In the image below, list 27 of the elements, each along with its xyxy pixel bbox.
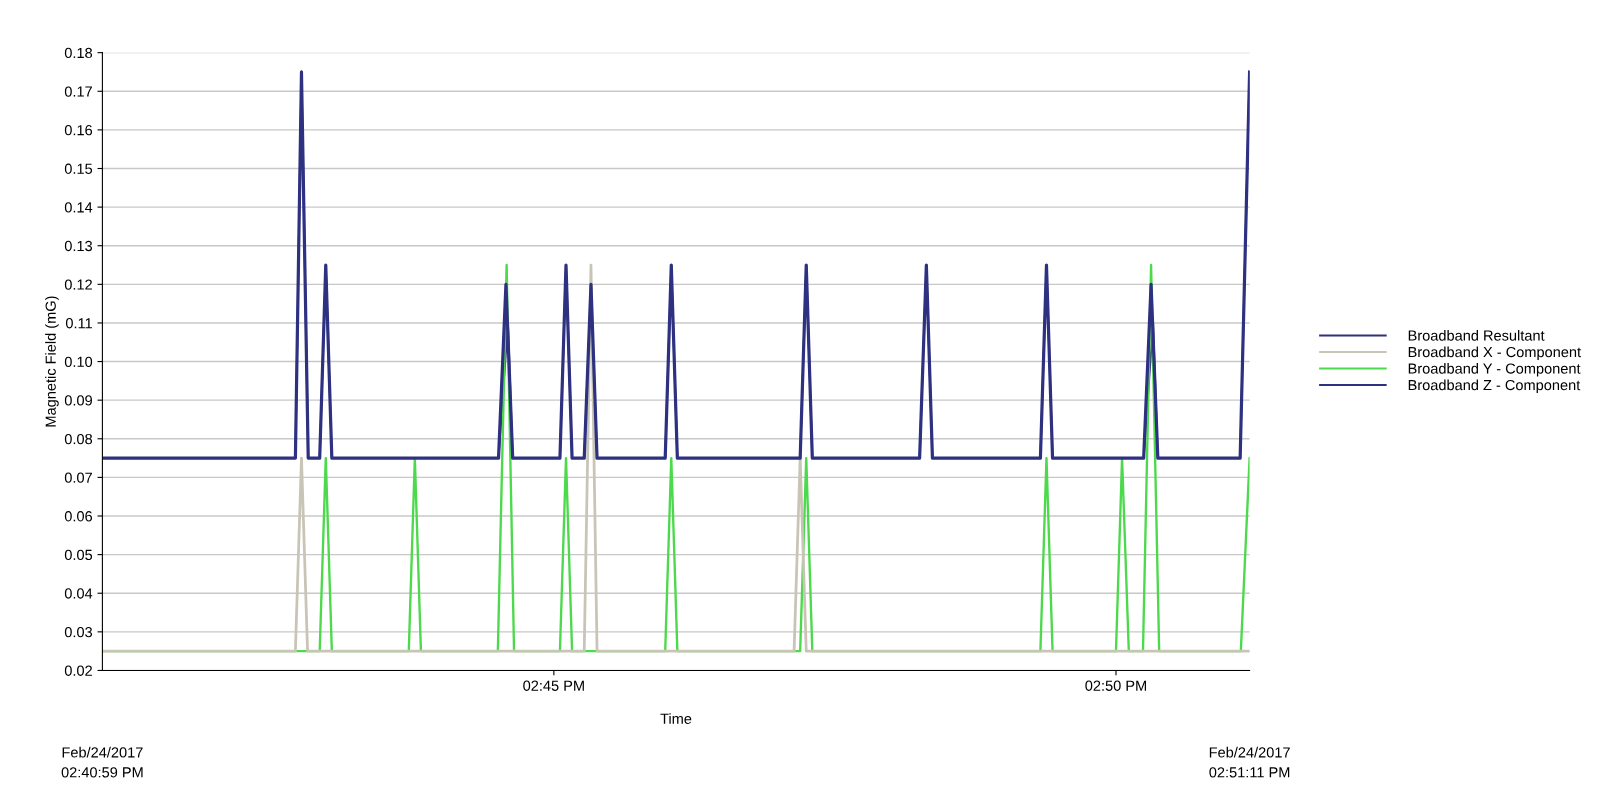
y-tick-label: 0.16 <box>64 124 93 136</box>
y-tick-label: 0.13 <box>64 240 93 252</box>
x-axis-title: Time <box>660 713 692 724</box>
y-tick-label: 0.17 <box>64 86 92 97</box>
y-tick-label: 0.07 <box>64 472 92 483</box>
legend-label: Broadband X - Component <box>1408 346 1581 361</box>
y-tick-label: 0.15 <box>64 163 93 174</box>
y-tick-label: 0.05 <box>64 549 93 561</box>
y-tick-label: 0.08 <box>64 433 93 445</box>
y-tick-label: 0.02 <box>64 665 92 676</box>
legend-label: Broadband Y - Component <box>1408 363 1581 377</box>
x-tick-label: 02:45 PM <box>523 680 584 691</box>
y-tick-label: 0.11 <box>65 318 92 329</box>
y-tick-label: 0.03 <box>64 626 93 638</box>
y-tick-label: 0.10 <box>64 356 93 367</box>
y-tick-label: 0.18 <box>64 47 93 59</box>
y-axis-title: Magnetic Field (mG) <box>45 296 59 427</box>
legend-label: Broadband Resultant <box>1408 330 1545 341</box>
y-tick-label: 0.14 <box>64 202 93 213</box>
y-tick-label: 0.04 <box>64 588 93 599</box>
y-tick-label: 0.09 <box>64 395 92 406</box>
legend-label: Broadband Z - Component <box>1408 379 1581 394</box>
y-tick-label: 0.12 <box>64 279 92 290</box>
y-tick-label: 0.06 <box>64 511 93 522</box>
text: Feb/24/2017 02:40:59 PM <box>61 746 143 778</box>
x-tick-label: 02:50 PM <box>1085 680 1146 691</box>
text: Feb/24/2017 02:51:11 PM <box>1209 746 1290 778</box>
